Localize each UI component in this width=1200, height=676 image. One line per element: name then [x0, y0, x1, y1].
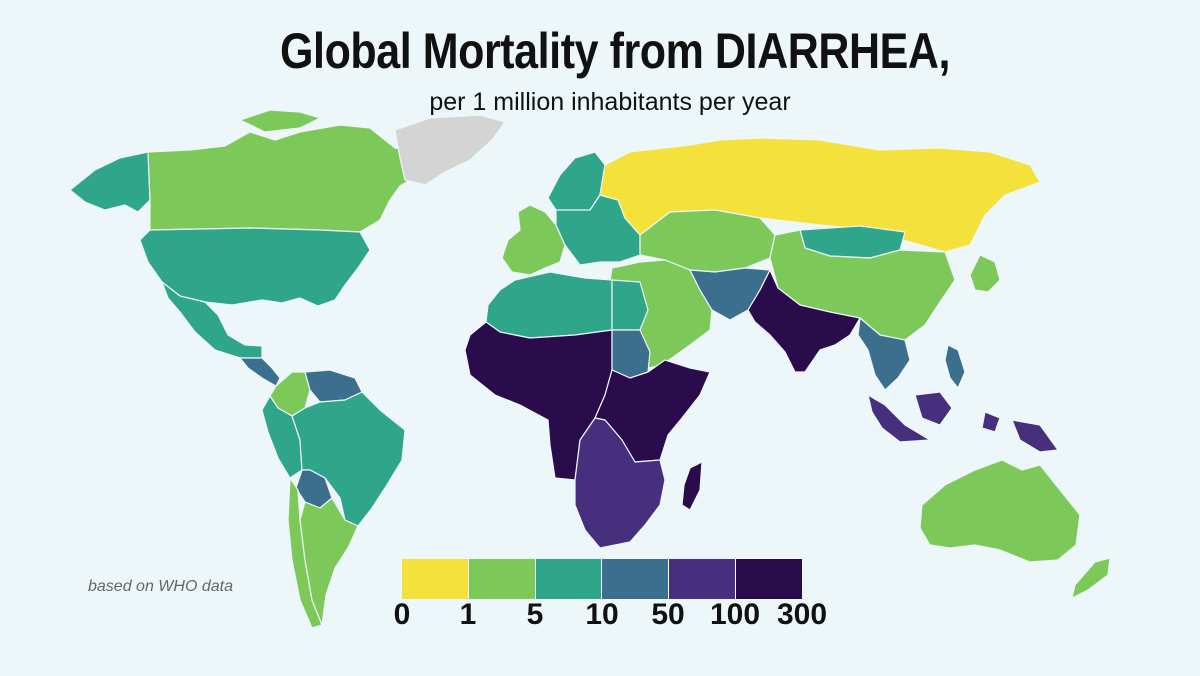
- region-north-africa: [485, 271, 613, 339]
- legend-tick: 300: [776, 598, 828, 631]
- legend-swatch-50-100: [669, 559, 737, 599]
- region-kazakhstan: [639, 209, 776, 273]
- legend-swatch-10-50: [602, 559, 670, 599]
- region-indonesia: [867, 391, 1001, 443]
- legend-tick: 100: [709, 598, 761, 631]
- legend-swatch-1-5: [468, 559, 536, 599]
- region-southern-africa: [574, 417, 666, 549]
- region-new-zealand: [1071, 557, 1111, 599]
- region-madagascar: [681, 461, 703, 511]
- color-legend: [402, 559, 802, 599]
- legend-swatch-0-1: [402, 559, 469, 599]
- legend-tick: 10: [585, 598, 619, 631]
- region-india: [747, 269, 861, 373]
- legend-tick: 5: [526, 598, 544, 631]
- region-philippines: [944, 344, 966, 389]
- legend-tick: 0: [393, 598, 411, 631]
- data-source-credit: based on WHO data: [88, 578, 233, 595]
- region-alaska: [69, 151, 151, 213]
- region-central-america: [239, 357, 281, 387]
- region-egypt: [611, 279, 649, 331]
- region-canada: [147, 124, 421, 233]
- map-subtitle: per 1 million inhabitants per year: [429, 88, 791, 116]
- legend-swatch-5-10: [535, 559, 603, 599]
- legend-swatch-100-300: [736, 559, 802, 599]
- region-southeast-asia: [857, 317, 911, 391]
- legend-tick-labels: 0 1 5 10 50 100 300: [370, 598, 850, 638]
- region-mexico: [161, 281, 263, 359]
- region-canada-islands: [239, 109, 321, 133]
- region-argentina: [299, 497, 359, 626]
- region-australia: [919, 459, 1081, 563]
- region-papua-new-guinea: [1011, 419, 1059, 453]
- legend-tick: 50: [651, 598, 685, 631]
- region-greenland: [394, 114, 506, 186]
- region-japan: [969, 254, 1001, 293]
- legend-tick: 1: [459, 598, 477, 631]
- map-title: Global Mortality from DIARRHEA,: [280, 23, 950, 79]
